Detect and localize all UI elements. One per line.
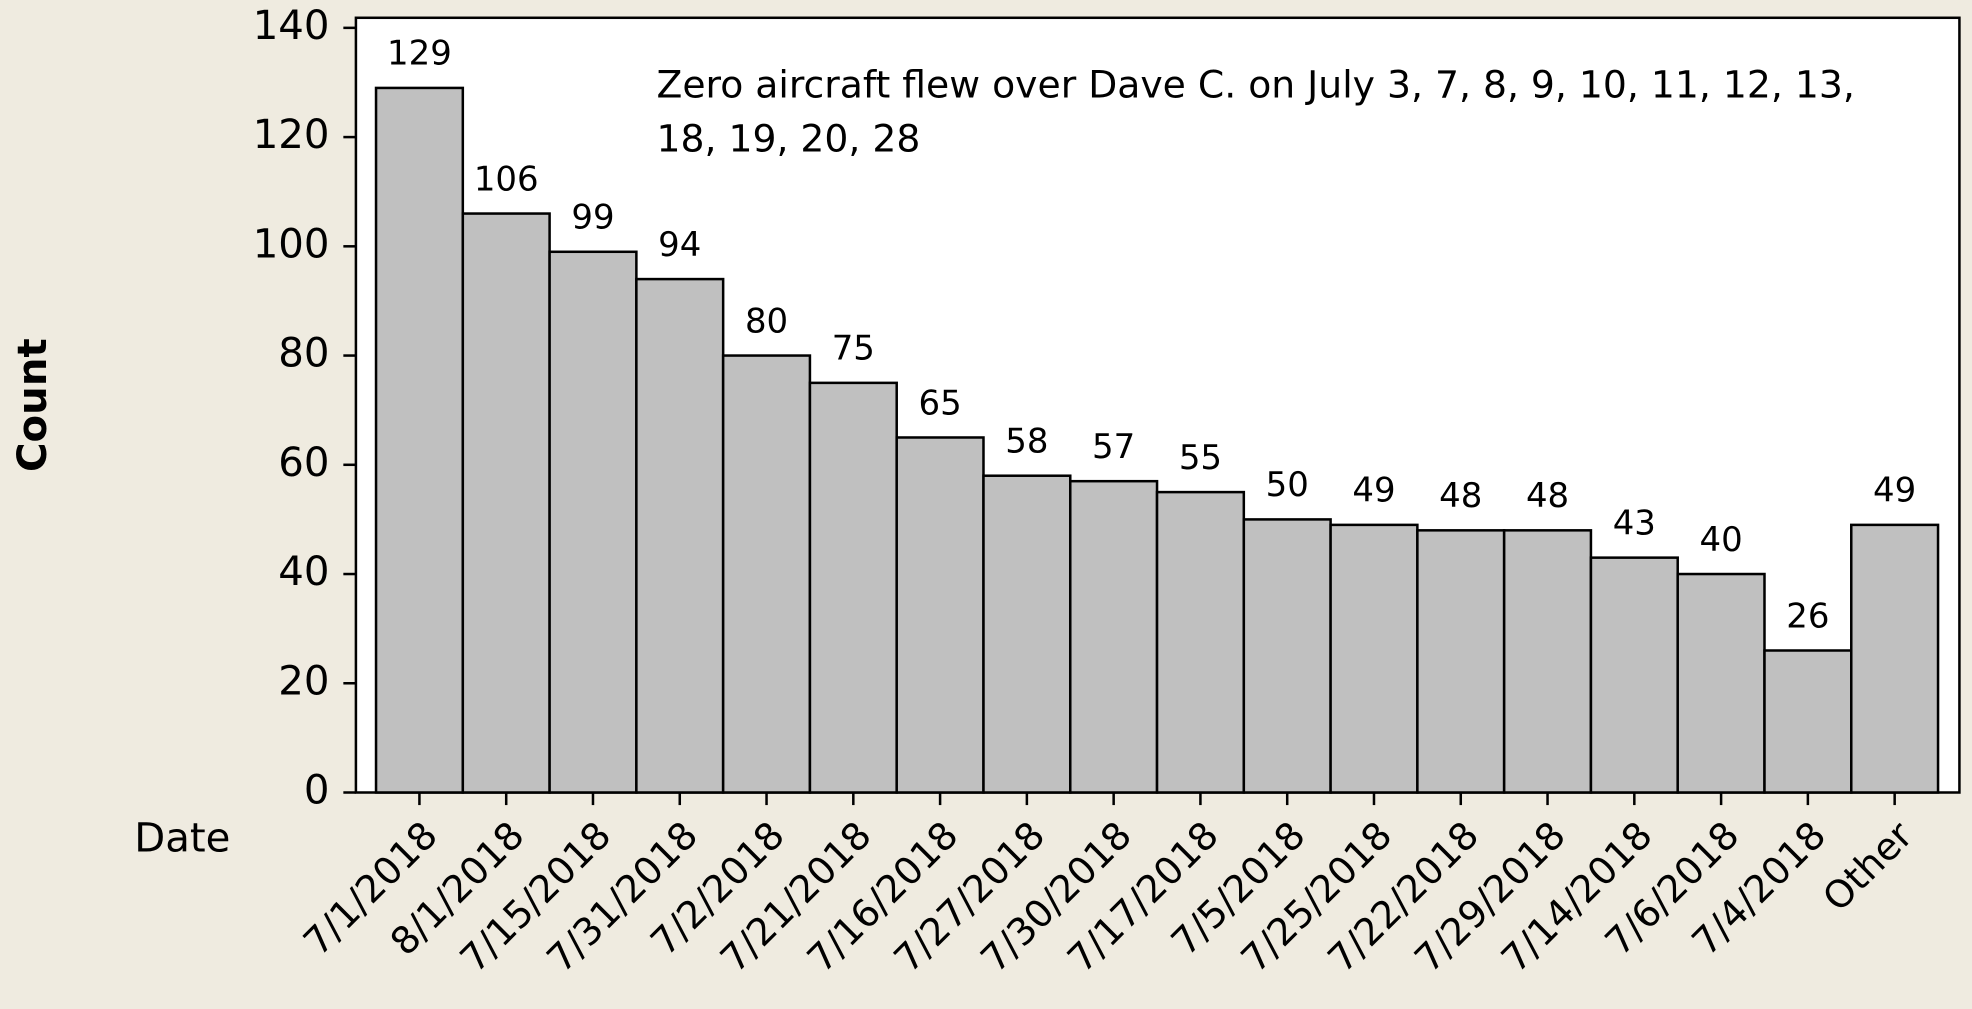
- bar: [1850, 523, 1940, 794]
- value-label: 94: [658, 225, 701, 265]
- bar: [721, 354, 812, 794]
- value-label: 26: [1786, 596, 1829, 636]
- bar: [808, 381, 898, 794]
- bar: [895, 436, 985, 794]
- value-label: 106: [474, 159, 539, 199]
- value-label: 49: [1873, 471, 1916, 511]
- y-tick-label: 40: [278, 549, 329, 595]
- y-tick-label: 0: [304, 768, 330, 814]
- value-label: 43: [1613, 503, 1656, 543]
- bar: [1155, 490, 1246, 794]
- y-tick-label: 100: [253, 221, 330, 267]
- y-tick-label: 20: [278, 658, 329, 704]
- value-label: 55: [1179, 438, 1222, 478]
- value-label: 129: [387, 34, 452, 74]
- value-label: 40: [1700, 520, 1743, 560]
- bar: [374, 86, 465, 794]
- bar: [1329, 523, 1419, 794]
- y-tick-label: 60: [278, 440, 329, 486]
- annotation: Zero aircraft flew over Dave C. on July …: [656, 62, 1854, 106]
- bar: [1242, 518, 1332, 794]
- y-axis-label: Count: [10, 338, 56, 472]
- value-label: 48: [1526, 476, 1569, 516]
- bar: [1069, 479, 1159, 794]
- y-tick-label: 80: [278, 331, 329, 377]
- value-label: 57: [1092, 427, 1135, 467]
- value-label: 50: [1266, 465, 1309, 505]
- value-label: 75: [832, 329, 875, 369]
- bar: [1416, 529, 1506, 794]
- value-label: 80: [745, 301, 788, 341]
- bar: [982, 474, 1072, 794]
- value-label: 48: [1439, 476, 1482, 516]
- bar: [1502, 529, 1593, 794]
- value-label: 58: [1005, 422, 1048, 462]
- bar: [461, 212, 551, 794]
- y-tick-label: 120: [253, 112, 330, 158]
- bar: [1763, 649, 1853, 794]
- bar: [1589, 556, 1679, 794]
- bar: [635, 277, 725, 794]
- value-label: 99: [571, 198, 614, 238]
- bar: [548, 250, 638, 794]
- x-axis-label: Date: [134, 815, 230, 861]
- bar: [1676, 572, 1766, 794]
- value-label: 65: [919, 383, 962, 423]
- y-tick-label: 140: [253, 3, 330, 49]
- annotation: 18, 19, 20, 28: [656, 117, 920, 161]
- value-label: 49: [1352, 471, 1395, 511]
